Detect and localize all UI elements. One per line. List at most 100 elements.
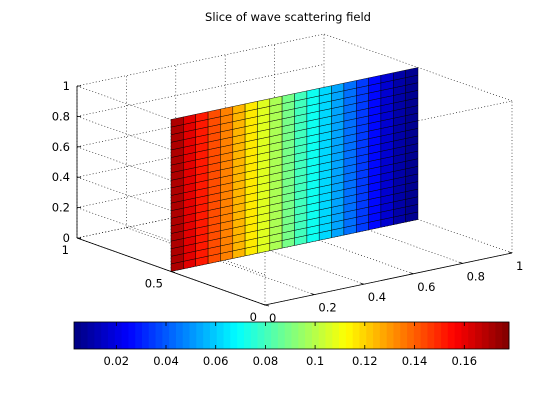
colorbar-segment — [434, 322, 442, 349]
colorbar-segment — [291, 322, 299, 349]
colorbar-segment — [379, 322, 388, 349]
colorbar-segment — [209, 322, 218, 349]
x-tick-label: 1 — [516, 259, 523, 273]
colorbar-segment — [216, 322, 224, 349]
colorbar-segment — [325, 322, 333, 349]
z-tick-label: 0.2 — [52, 201, 70, 215]
colorbar-segment — [87, 322, 95, 349]
colorbar-segment — [189, 322, 197, 349]
colorbar-segment — [237, 322, 245, 349]
chart-title: Slice of wave scattering field — [205, 10, 371, 24]
slice-surface — [170, 67, 419, 272]
colorbar-segment — [121, 322, 129, 349]
colorbar-segment — [196, 322, 204, 349]
colorbar-segment — [339, 322, 347, 349]
colorbar-segment — [427, 322, 435, 349]
z-tick-label: 0.6 — [52, 140, 70, 154]
colorbar-tick-label: 0.14 — [402, 354, 428, 368]
colorbar-segment — [169, 322, 177, 349]
colorbar-segment — [311, 322, 320, 349]
x-tick-mark — [360, 282, 364, 285]
colorbar-segment — [481, 322, 490, 349]
y-tick-mark — [170, 271, 176, 273]
colorbar-segment — [407, 322, 415, 349]
colorbar-segment — [94, 322, 102, 349]
colorbar-segment — [298, 322, 306, 349]
colorbar-segment — [305, 322, 313, 349]
colorbar-segment — [141, 322, 150, 349]
grid-line-back-wall — [76, 33, 325, 87]
colorbar-segment — [495, 322, 503, 349]
colorbar-segment — [148, 322, 156, 349]
x-tick-label: 0.2 — [318, 301, 336, 315]
z-tick-label: 1 — [63, 79, 70, 93]
grid-line-back-wall — [76, 124, 325, 178]
colorbar-segment — [386, 322, 394, 349]
y-tick-mark — [264, 304, 270, 307]
y-tick-label: 0 — [250, 310, 257, 324]
colorbar-tick-label: 0.04 — [153, 354, 179, 368]
colorbar-segment — [488, 322, 496, 349]
colorbar-segment — [182, 322, 190, 349]
colorbar-tick-label: 0.12 — [352, 354, 378, 368]
colorbar-segment — [203, 322, 211, 349]
colorbar-segment — [359, 322, 367, 349]
colorbar-segment — [107, 322, 116, 349]
x-tick-label: 0.4 — [368, 290, 386, 304]
colorbar-segment — [175, 322, 184, 349]
colorbar-segment — [352, 322, 360, 349]
grid-line-back-wall — [76, 64, 325, 117]
grid-line-floor — [76, 185, 325, 239]
colorbar-segment — [162, 322, 170, 349]
colorbar-tick-label: 0.16 — [451, 354, 477, 368]
colorbar-segment — [461, 322, 469, 349]
colorbar-segment — [271, 322, 279, 349]
colorbar-segment — [413, 322, 422, 349]
x-tick-label: 0.6 — [417, 280, 435, 294]
y-tick-label: 1 — [62, 243, 69, 257]
x-axis-line — [264, 252, 513, 306]
colorbar-segment — [366, 322, 374, 349]
colorbar-tick-label: 0.1 — [306, 354, 324, 368]
colorbar-segment — [454, 322, 462, 349]
y-tick-label: 0.5 — [145, 277, 163, 291]
colorbar-segment — [223, 322, 231, 349]
colorbar-segment — [243, 322, 252, 349]
colorbar-segment — [345, 322, 354, 349]
x-tick-mark — [410, 272, 414, 275]
x-tick-mark — [311, 293, 315, 295]
colorbar-segment — [257, 322, 265, 349]
x-tick-mark — [508, 251, 513, 254]
x-tick-mark — [459, 262, 463, 264]
colorbar-segment — [114, 322, 122, 349]
colorbar-segment — [441, 322, 449, 349]
z-tick-label: 0 — [63, 231, 70, 245]
colorbar-segment — [373, 322, 381, 349]
surface-cell — [405, 67, 419, 78]
colorbar-tick-label: 0.08 — [253, 354, 279, 368]
colorbar-segment — [393, 322, 401, 349]
colorbar-segment — [277, 322, 286, 349]
colorbar-segment — [128, 322, 136, 349]
x-tick-label: 0 — [269, 311, 276, 325]
colorbar-segment — [230, 322, 238, 349]
colorbar: 0.02 0.04 0.06 0.08 0.1 0.12 0.14 0.16 — [73, 321, 510, 368]
colorbar-segment — [502, 322, 510, 349]
colorbar-segment — [80, 322, 88, 349]
colorbar-segment — [155, 322, 163, 349]
colorbar-segment — [400, 322, 408, 349]
colorbar-segment — [332, 322, 340, 349]
colorbar-segment — [475, 322, 483, 349]
colorbar-segment — [101, 322, 109, 349]
colorbar-frame — [73, 321, 510, 350]
colorbar-segment — [74, 322, 82, 349]
colorbar-tick-label: 0.06 — [203, 354, 229, 368]
colorbar-segment — [318, 322, 326, 349]
colorbar-segment — [250, 322, 258, 349]
colorbar-segment — [264, 322, 272, 349]
x-tick-label: 0.8 — [467, 269, 485, 283]
colorbar-segment — [420, 322, 428, 349]
z-tick-label: 0.8 — [52, 109, 70, 123]
